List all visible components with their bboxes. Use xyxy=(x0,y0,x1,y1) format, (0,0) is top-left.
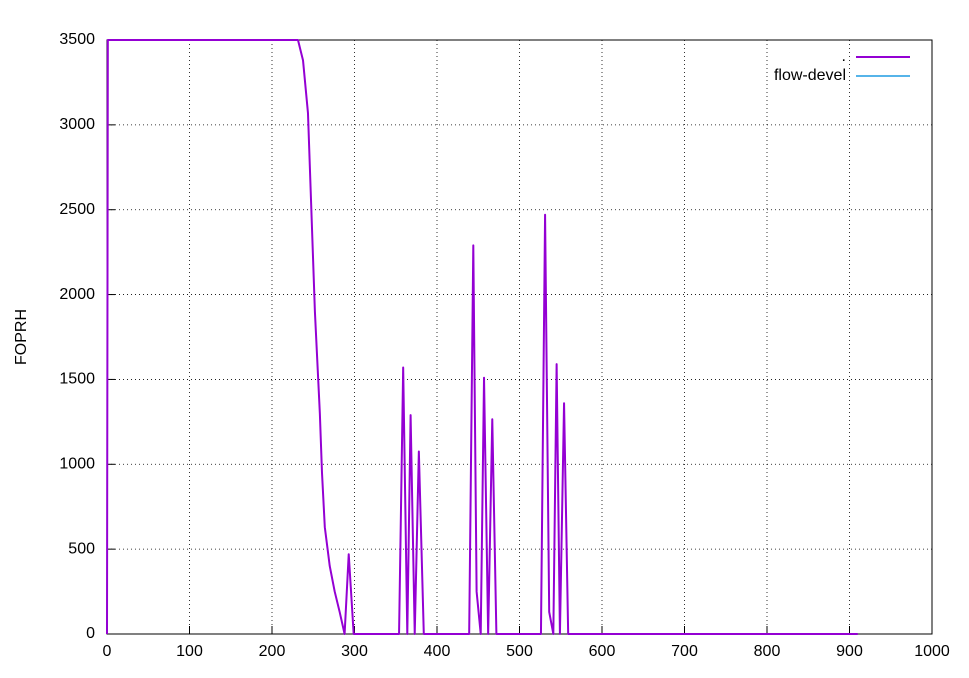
y-tick-label: 3500 xyxy=(59,31,95,48)
x-tick-label: 500 xyxy=(506,643,533,660)
x-tick-label: 800 xyxy=(754,643,781,660)
y-tick-label: 2000 xyxy=(59,286,95,303)
x-tick-label: 100 xyxy=(176,643,203,660)
y-tick-label: 0 xyxy=(86,625,95,642)
x-tick-label: 1000 xyxy=(914,643,950,660)
legend-label: flow-devel xyxy=(774,67,846,84)
y-tick-label: 1500 xyxy=(59,371,95,388)
series-line xyxy=(106,39,858,635)
y-tick-label: 2500 xyxy=(59,201,95,218)
x-tick-label: 700 xyxy=(671,643,698,660)
legend-label: . xyxy=(842,48,846,65)
y-axis-label: FOPRH xyxy=(13,309,30,365)
x-tick-label: 200 xyxy=(259,643,286,660)
y-tick-label: 1000 xyxy=(59,456,95,473)
y-tick-label: 3000 xyxy=(59,116,95,133)
x-tick-label: 900 xyxy=(836,643,863,660)
x-tick-label: 400 xyxy=(424,643,451,660)
y-tick-label: 500 xyxy=(68,540,95,557)
x-tick-label: 0 xyxy=(103,643,112,660)
x-tick-label: 300 xyxy=(341,643,368,660)
x-tick-label: 600 xyxy=(589,643,616,660)
